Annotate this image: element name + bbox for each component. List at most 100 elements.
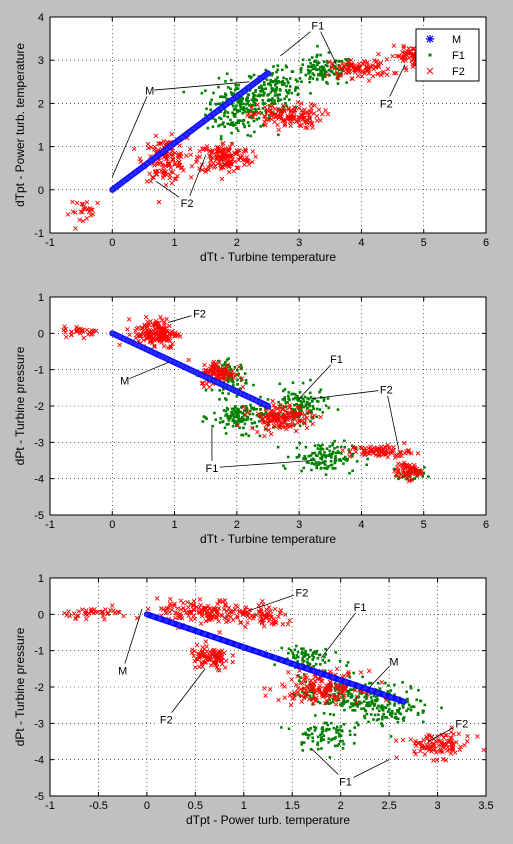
f2-point — [144, 327, 150, 333]
f2-point — [230, 617, 236, 623]
f1-point — [295, 456, 299, 459]
f1-point — [409, 708, 413, 712]
f1-point — [297, 398, 301, 401]
f1-point — [287, 727, 291, 731]
f2-point — [308, 110, 314, 115]
f2-point — [270, 103, 275, 109]
f2-point — [404, 475, 409, 481]
f1-point — [398, 711, 401, 715]
f2-point — [212, 607, 218, 613]
m-point — [179, 134, 186, 141]
f1-point — [288, 77, 292, 80]
f1-point — [235, 104, 238, 107]
f1-point — [416, 713, 420, 716]
f2-point — [214, 149, 220, 154]
f1-point — [323, 451, 326, 454]
f2-point — [240, 609, 245, 614]
f2-point — [271, 423, 277, 429]
f2-point — [303, 673, 308, 679]
f1-point — [302, 457, 305, 460]
f1-point — [337, 60, 340, 63]
f1-point — [242, 426, 245, 430]
f1-point — [262, 81, 266, 84]
f2-point — [183, 153, 189, 158]
f2-point — [414, 468, 420, 474]
f1-point — [367, 720, 370, 724]
f2-point — [219, 648, 225, 654]
f1-point — [348, 691, 351, 695]
f1-point — [345, 459, 349, 462]
f1-point — [320, 457, 324, 461]
m-point — [183, 131, 190, 138]
f1-point — [241, 122, 245, 126]
f1-point — [236, 420, 239, 424]
f1-point — [314, 59, 318, 63]
annotation-bg — [118, 663, 128, 677]
f2-point — [197, 655, 202, 661]
f2-point — [390, 448, 395, 454]
f1-point — [333, 461, 337, 465]
f1-point — [390, 709, 394, 713]
f1-point — [224, 397, 227, 400]
f2-point — [354, 694, 360, 699]
f1-point — [323, 669, 327, 673]
annotation-leader — [124, 362, 169, 381]
m-point — [336, 676, 343, 683]
f1-point — [291, 392, 295, 396]
f1-point — [214, 418, 218, 422]
f2-point — [143, 314, 149, 320]
f2-point — [449, 725, 454, 730]
y-tick-label: 0 — [38, 609, 44, 621]
f1-point — [364, 693, 368, 696]
f1-point — [252, 119, 256, 123]
f1-point — [294, 106, 297, 109]
m-point — [349, 681, 356, 688]
f2-point — [91, 610, 97, 616]
f1-point — [338, 728, 342, 732]
f2-point — [172, 333, 178, 339]
m-point — [237, 390, 244, 397]
f2-point — [392, 468, 397, 474]
f1-point — [226, 115, 229, 119]
f2-point — [194, 642, 200, 648]
f2-point — [282, 684, 287, 689]
f1-point — [409, 685, 412, 688]
f1-point — [281, 398, 285, 401]
f1-point — [271, 97, 274, 100]
f1-point — [379, 722, 383, 725]
f2-point — [354, 700, 360, 705]
f1-point — [347, 57, 350, 61]
f2-point — [390, 53, 395, 59]
m-point — [120, 178, 127, 185]
f1-point — [324, 729, 328, 732]
f2-point — [81, 335, 87, 341]
f1-point — [308, 409, 312, 412]
f1-point — [319, 739, 323, 743]
f2-point — [219, 654, 225, 660]
f1-point — [383, 705, 386, 709]
f1-point — [365, 712, 369, 716]
f1-point — [356, 705, 359, 708]
f1-point — [316, 44, 319, 48]
f2-point — [350, 445, 356, 450]
f2-point — [395, 465, 400, 470]
f2-point — [284, 426, 289, 432]
f1-point — [217, 76, 221, 80]
f2-point — [230, 653, 236, 658]
f2-point — [282, 419, 288, 425]
f2-point — [362, 451, 368, 457]
f2-point — [335, 75, 341, 80]
f1-point — [311, 658, 315, 661]
f2-point — [230, 154, 235, 159]
f2-point — [157, 141, 162, 147]
f2-point — [160, 175, 166, 180]
f2-point — [229, 141, 235, 147]
f2-point — [400, 50, 405, 55]
f1-point — [314, 652, 318, 655]
f1-point — [233, 114, 237, 117]
f2-point — [304, 120, 310, 126]
f2-point — [379, 72, 384, 78]
f1-point — [351, 702, 354, 705]
f1-point — [380, 704, 384, 707]
f1-point — [346, 694, 350, 697]
